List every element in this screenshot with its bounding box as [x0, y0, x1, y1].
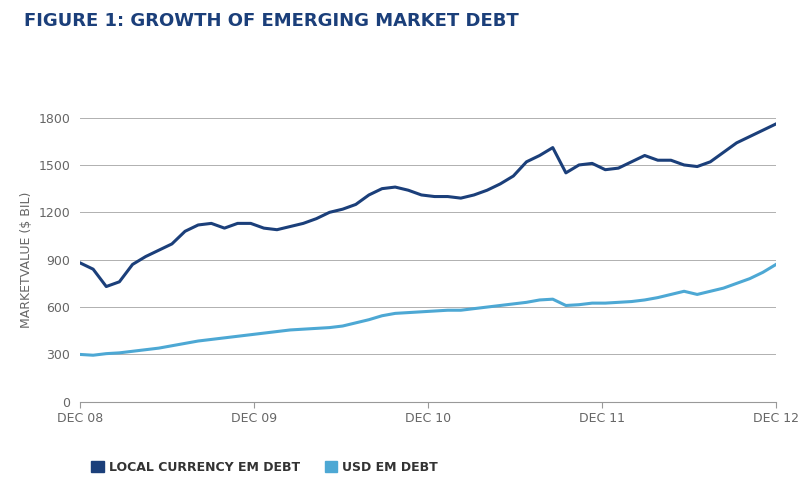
- LOCAL CURRENCY EM DEBT: [75, 260, 85, 266]
- LOCAL CURRENCY EM DEBT: [469, 192, 478, 198]
- LOCAL CURRENCY EM DEBT: [495, 181, 505, 187]
- Y-axis label: MARKETVALUE ($ BIL): MARKETVALUE ($ BIL): [20, 192, 33, 328]
- LOCAL CURRENCY EM DEBT: [509, 173, 518, 179]
- USD EM DEBT: [561, 302, 570, 308]
- USD EM DEBT: [75, 351, 85, 357]
- USD EM DEBT: [771, 262, 781, 268]
- Line: LOCAL CURRENCY EM DEBT: LOCAL CURRENCY EM DEBT: [80, 124, 776, 287]
- USD EM DEBT: [469, 306, 478, 312]
- LOCAL CURRENCY EM DEBT: [561, 170, 570, 176]
- Line: USD EM DEBT: USD EM DEBT: [80, 265, 776, 355]
- LOCAL CURRENCY EM DEBT: [102, 284, 111, 290]
- USD EM DEBT: [495, 302, 505, 308]
- USD EM DEBT: [509, 301, 518, 307]
- LOCAL CURRENCY EM DEBT: [206, 220, 216, 226]
- USD EM DEBT: [351, 320, 361, 326]
- LOCAL CURRENCY EM DEBT: [351, 201, 361, 207]
- USD EM DEBT: [88, 352, 98, 358]
- USD EM DEBT: [206, 337, 216, 343]
- LOCAL CURRENCY EM DEBT: [771, 121, 781, 127]
- Legend: LOCAL CURRENCY EM DEBT, USD EM DEBT: LOCAL CURRENCY EM DEBT, USD EM DEBT: [86, 456, 443, 479]
- Text: FIGURE 1: GROWTH OF EMERGING MARKET DEBT: FIGURE 1: GROWTH OF EMERGING MARKET DEBT: [24, 12, 518, 30]
